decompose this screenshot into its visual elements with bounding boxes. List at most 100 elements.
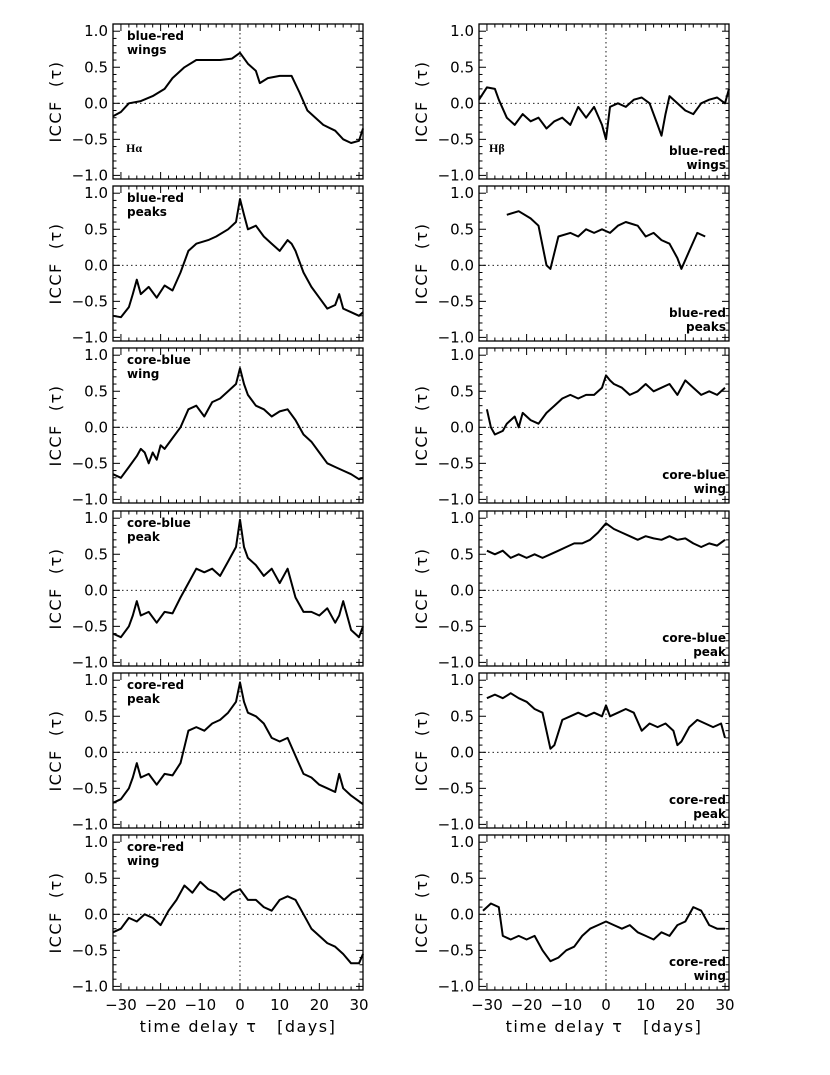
panel-frame bbox=[112, 672, 364, 829]
y-axis-label: ICCF (τ) bbox=[46, 871, 65, 953]
y-tick-label: −1.0 bbox=[72, 328, 108, 346]
y-tick-label: 0.5 bbox=[450, 220, 474, 238]
y-tick-label: 1.0 bbox=[84, 509, 108, 527]
y-tick-label: 1.0 bbox=[84, 671, 108, 689]
panel-label: blue-red bbox=[669, 306, 726, 320]
y-tick-label: 1.0 bbox=[450, 184, 474, 202]
panel-label: wing bbox=[694, 482, 726, 496]
y-tick-label: −1.0 bbox=[72, 977, 108, 995]
y-axis-label: ICCF (τ) bbox=[412, 709, 431, 791]
y-tick-label: 0.0 bbox=[450, 905, 474, 923]
y-axis-label: ICCF (τ) bbox=[412, 222, 431, 304]
panel-label: core-red bbox=[127, 678, 184, 692]
y-tick-label: −0.5 bbox=[72, 941, 108, 959]
x-tick-label: −30 bbox=[105, 996, 137, 1014]
x-tick-label: −30 bbox=[471, 996, 503, 1014]
y-tick-label: −1.0 bbox=[438, 653, 474, 671]
panel-frame bbox=[478, 672, 730, 829]
iccf-series-line bbox=[112, 198, 364, 319]
y-tick-label: 1.0 bbox=[450, 671, 474, 689]
panel-label: wings bbox=[127, 43, 166, 57]
panel-frame bbox=[478, 347, 730, 504]
y-tick-label: 1.0 bbox=[84, 833, 108, 851]
panel-frame bbox=[478, 510, 730, 667]
y-tick-label: 0.0 bbox=[84, 418, 108, 436]
y-tick-label: 0.5 bbox=[84, 220, 108, 238]
y-tick-label: 0.5 bbox=[450, 707, 474, 725]
y-axis-label: ICCF (τ) bbox=[412, 60, 431, 142]
panel-label: core-red bbox=[127, 840, 184, 854]
y-tick-label: 1.0 bbox=[450, 509, 474, 527]
y-tick-label: 1.0 bbox=[84, 22, 108, 40]
y-tick-label: 0.5 bbox=[84, 869, 108, 887]
y-tick-label: −0.5 bbox=[438, 617, 474, 635]
y-tick-label: 0.0 bbox=[450, 743, 474, 761]
y-axis-label: ICCF (τ) bbox=[46, 547, 65, 629]
y-tick-label: −1.0 bbox=[72, 166, 108, 184]
y-tick-label: 0.5 bbox=[450, 382, 474, 400]
panel-label: core-blue bbox=[662, 468, 726, 482]
y-tick-label: 1.0 bbox=[84, 346, 108, 364]
iccf-series-line bbox=[112, 367, 364, 481]
y-tick-label: −0.5 bbox=[72, 779, 108, 797]
y-tick-label: 0.5 bbox=[84, 382, 108, 400]
y-axis-label: ICCF (τ) bbox=[46, 222, 65, 304]
y-tick-label: 0.0 bbox=[450, 94, 474, 112]
panel-label: wing bbox=[127, 854, 159, 868]
iccf-series-line bbox=[482, 902, 725, 963]
y-tick-label: 1.0 bbox=[84, 184, 108, 202]
y-tick-label: −1.0 bbox=[438, 490, 474, 508]
y-axis-label: ICCF (τ) bbox=[46, 384, 65, 466]
panel-label: peaks bbox=[127, 205, 167, 219]
y-tick-label: 0.0 bbox=[450, 581, 474, 599]
y-tick-label: 0.0 bbox=[84, 743, 108, 761]
y-tick-label: 0.5 bbox=[450, 545, 474, 563]
panel-label: blue-red bbox=[669, 144, 726, 158]
x-tick-label: 30 bbox=[349, 996, 368, 1014]
y-axis-label: ICCF (τ) bbox=[412, 384, 431, 466]
y-axis-label: ICCF (τ) bbox=[412, 871, 431, 953]
panel-label: peak bbox=[693, 645, 727, 659]
y-tick-label: −0.5 bbox=[438, 130, 474, 148]
y-tick-label: 0.5 bbox=[84, 58, 108, 76]
y-axis-label: ICCF (τ) bbox=[412, 547, 431, 629]
panel-label: peaks bbox=[686, 320, 726, 334]
panel-label: peak bbox=[127, 692, 161, 706]
panel-label: wing bbox=[127, 367, 159, 381]
x-tick-label: −10 bbox=[184, 996, 216, 1014]
y-tick-label: −1.0 bbox=[438, 977, 474, 995]
panel-label: core-blue bbox=[127, 516, 191, 530]
y-tick-label: −0.5 bbox=[72, 617, 108, 635]
panel-frame bbox=[112, 185, 364, 342]
panel-label: wing bbox=[694, 969, 726, 983]
x-axis-label: time delay τ [days] bbox=[506, 1017, 703, 1036]
x-tick-label: −20 bbox=[511, 996, 543, 1014]
panel-frame bbox=[112, 23, 364, 180]
y-tick-label: −0.5 bbox=[438, 779, 474, 797]
y-tick-label: 0.5 bbox=[84, 545, 108, 563]
y-tick-label: −0.5 bbox=[438, 454, 474, 472]
y-tick-label: 0.0 bbox=[84, 581, 108, 599]
iccf-series-line bbox=[485, 374, 726, 436]
x-axis-label: time delay τ [days] bbox=[140, 1017, 337, 1036]
y-tick-label: −0.5 bbox=[72, 130, 108, 148]
x-tick-label: −10 bbox=[550, 996, 582, 1014]
panel-label: blue-red bbox=[127, 29, 184, 43]
panel-label: blue-red bbox=[127, 191, 184, 205]
y-tick-label: 0.0 bbox=[84, 905, 108, 923]
x-tick-label: 20 bbox=[676, 996, 695, 1014]
iccf-series-line bbox=[112, 681, 364, 806]
y-tick-label: −1.0 bbox=[72, 653, 108, 671]
panel-label: core-red bbox=[669, 793, 726, 807]
iccf-series-line bbox=[506, 210, 706, 270]
y-tick-label: −0.5 bbox=[72, 292, 108, 310]
y-tick-label: −1.0 bbox=[438, 328, 474, 346]
y-tick-label: 1.0 bbox=[450, 22, 474, 40]
